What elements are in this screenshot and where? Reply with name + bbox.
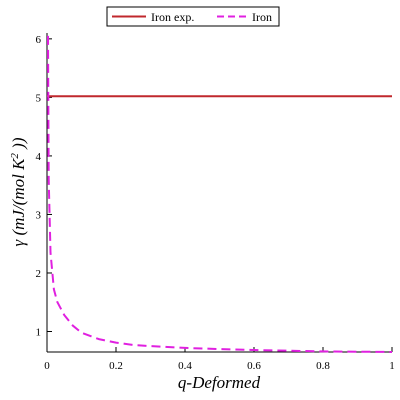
y-ticks: 1 2 3 4 5 6 bbox=[36, 34, 52, 339]
series-layer bbox=[47, 35, 393, 353]
x-axis-title: q-Deformed bbox=[178, 373, 261, 392]
y-axis-title-prefix: γ (mJ/(mol K bbox=[9, 157, 28, 247]
x-ticks: 0 0.2 0.4 0.6 0.8 1 bbox=[44, 347, 395, 372]
y-axis-title-superscript: 2 bbox=[9, 153, 21, 159]
y-tick-label: 5 bbox=[36, 92, 42, 104]
x-tick-label: 0 bbox=[44, 360, 50, 372]
legend-label-iron: Iron bbox=[252, 10, 272, 24]
legend-box bbox=[106, 6, 280, 27]
legend-label-iron-exp: Iron exp. bbox=[151, 10, 194, 24]
y-tick-label: 3 bbox=[36, 209, 42, 221]
x-tick-label: 1 bbox=[389, 360, 395, 372]
x-tick-label: 0.8 bbox=[316, 360, 330, 372]
y-axis-title: γ (mJ/(mol K2 )) bbox=[9, 137, 28, 246]
x-tick-label: 0.4 bbox=[178, 360, 192, 372]
y-axis-title-suffix: )) bbox=[9, 137, 28, 153]
y-tick-label: 4 bbox=[36, 151, 42, 163]
series-line-iron bbox=[47, 35, 393, 353]
y-tick-label: 2 bbox=[36, 268, 42, 280]
legend: Iron exp. Iron bbox=[106, 6, 280, 27]
y-tick-label: 1 bbox=[36, 327, 42, 339]
x-tick-label: 0.2 bbox=[109, 360, 123, 372]
y-tick-label: 6 bbox=[36, 34, 42, 46]
axes: 0 0.2 0.4 0.6 0.8 1 1 2 3 4 5 6 bbox=[36, 33, 395, 372]
x-tick-label: 0.6 bbox=[247, 360, 261, 372]
